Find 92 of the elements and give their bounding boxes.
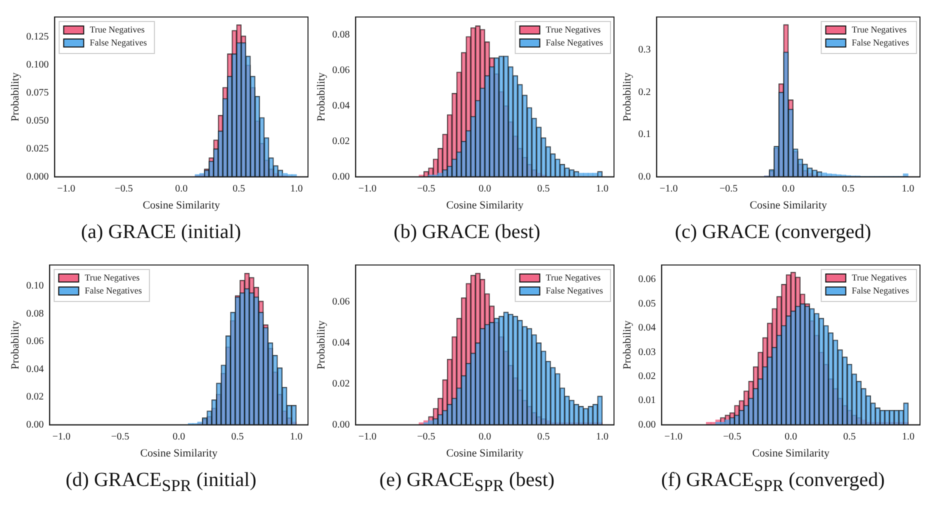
y-tick-label: 0.04 xyxy=(332,337,350,348)
y-tick-label: 0.2 xyxy=(638,86,651,98)
x-axis-title: Cosine Similarity xyxy=(142,199,220,212)
y-tick-label: 0.01 xyxy=(638,395,656,406)
legend-label: True Negatives xyxy=(90,24,146,34)
y-tick-label: 0.000 xyxy=(26,171,49,182)
legend-label: False Negatives xyxy=(852,37,910,48)
y-tick-label: 0.0 xyxy=(638,171,651,182)
y-tick-label: 0.08 xyxy=(26,308,44,320)
x-tick-label: −0.5 xyxy=(417,431,436,442)
x-tick-label: 0.0 xyxy=(784,431,798,442)
y-tick-label: 0.02 xyxy=(332,378,350,390)
text: (a) GRACE (initial) xyxy=(81,221,241,244)
x-tick-label: 0.0 xyxy=(478,431,492,442)
text: (e) GRACE$_{SPR}$ (best) xyxy=(379,469,555,496)
x-tick-label: 0.5 xyxy=(537,183,550,194)
x-axis-title: Cosine Similarity xyxy=(752,447,830,460)
legend-label: True Negatives xyxy=(546,24,602,34)
y-tick-label: 0.06 xyxy=(332,64,350,76)
x-tick-label: 0.5 xyxy=(842,183,854,194)
y-tick-label: 0.050 xyxy=(26,116,49,127)
y-tick-label: 0.04 xyxy=(638,322,656,334)
y-tick-label: 0.02 xyxy=(26,392,44,403)
text: (d) GRACE$_{SPR}$ (initial) xyxy=(66,469,256,496)
x-tick-label: 0.5 xyxy=(537,431,550,442)
y-tick-label: 0.00 xyxy=(332,419,350,430)
y-axis-title: Probability xyxy=(621,320,634,370)
x-tick-label: −1.0 xyxy=(358,431,377,442)
x-tick-label: −0.5 xyxy=(723,431,742,442)
x-tick-label: 0.0 xyxy=(478,183,492,194)
x-tick-label: 1.0 xyxy=(290,431,303,442)
x-tick-label: 1.0 xyxy=(596,183,609,194)
y-axis-title: Probability xyxy=(621,72,634,122)
legend-label: True Negatives xyxy=(852,24,908,34)
x-tick-label: −0.5 xyxy=(111,431,130,442)
y-axis-title: Probability xyxy=(9,72,22,122)
legend-label: True Negatives xyxy=(84,272,140,282)
x-axis-title: Cosine Similarity xyxy=(446,199,524,212)
y-tick-label: 0.04 xyxy=(332,100,350,112)
x-tick-label: 0.0 xyxy=(175,183,188,194)
text: (c) GRACE (converged) xyxy=(674,221,872,244)
y-tick-label: 0.08 xyxy=(332,29,350,40)
x-tick-label: 0.0 xyxy=(172,431,186,442)
x-tick-label: 0.5 xyxy=(231,431,244,442)
legend-label: False Negatives xyxy=(90,37,148,48)
legend-label: False Negatives xyxy=(546,37,604,48)
y-tick-label: 0.06 xyxy=(638,274,656,286)
y-tick-label: 0.10 xyxy=(26,280,44,292)
y-tick-label: 0.1 xyxy=(638,129,651,140)
x-tick-label: −1.0 xyxy=(358,183,377,194)
y-tick-label: 0.04 xyxy=(26,364,44,375)
y-tick-label: 0.00 xyxy=(332,171,350,182)
x-tick-label: −0.5 xyxy=(417,183,436,194)
y-tick-label: 0.075 xyxy=(26,88,49,99)
y-tick-label: 0.100 xyxy=(26,60,49,71)
x-axis-title: Cosine Similarity xyxy=(750,199,828,212)
legend-label: True Negatives xyxy=(852,272,908,282)
y-axis-title: Probability xyxy=(315,320,328,370)
x-tick-label: −0.5 xyxy=(719,183,738,194)
text: (b) GRACE (best) xyxy=(394,221,540,244)
legend-label: False Negatives xyxy=(84,285,142,296)
y-tick-label: 0.00 xyxy=(638,419,656,430)
x-axis-title: Cosine Similarity xyxy=(140,447,218,460)
x-tick-label: 1.0 xyxy=(290,183,303,194)
x-tick-label: 1.0 xyxy=(902,431,915,442)
x-tick-label: 1.0 xyxy=(902,183,914,194)
x-tick-label: 0.5 xyxy=(232,183,246,194)
legend-label: False Negatives xyxy=(546,285,604,296)
text: (f) GRACE$_{SPR}$ (converged) xyxy=(661,469,885,496)
x-tick-label: −1.0 xyxy=(52,431,71,442)
y-tick-label: 0.025 xyxy=(26,143,49,154)
x-tick-label: −1.0 xyxy=(57,183,76,194)
x-tick-label: −0.5 xyxy=(114,183,133,194)
y-tick-label: 0.00 xyxy=(26,419,44,430)
x-tick-label: 1.0 xyxy=(596,431,609,442)
y-tick-label: 0.3 xyxy=(638,44,651,56)
y-axis-title: Probability xyxy=(9,320,22,370)
y-tick-label: 0.03 xyxy=(638,346,656,358)
y-tick-label: 0.06 xyxy=(26,336,44,348)
y-tick-label: 0.125 xyxy=(26,32,49,43)
y-tick-label: 0.02 xyxy=(638,371,656,382)
y-tick-label: 0.06 xyxy=(332,296,350,308)
x-tick-label: 0.5 xyxy=(843,431,856,442)
x-tick-label: −1.0 xyxy=(660,183,678,194)
x-axis-title: Cosine Similarity xyxy=(446,447,524,460)
y-axis-title: Probability xyxy=(315,72,328,122)
x-tick-label: 0.0 xyxy=(782,183,795,194)
x-tick-label: −1.0 xyxy=(664,431,683,442)
y-tick-label: 0.02 xyxy=(332,136,350,147)
legend-label: True Negatives xyxy=(546,272,602,282)
y-tick-label: 0.05 xyxy=(638,298,656,310)
legend-label: False Negatives xyxy=(852,285,910,296)
